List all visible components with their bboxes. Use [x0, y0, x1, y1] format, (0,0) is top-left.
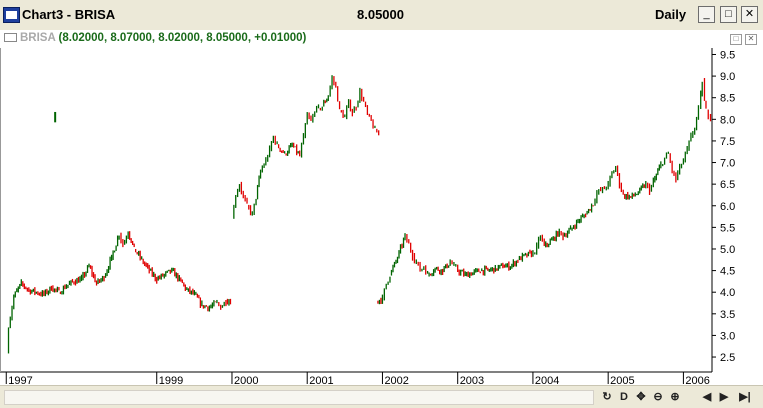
y-tick-label: 9.0 [720, 71, 735, 83]
window-title: Chart3 - BRISA [22, 7, 116, 22]
y-tick-label: 3.5 [720, 309, 735, 321]
window-titlebar: Chart3 - BRISA 8.05000 Daily _ □ ✕ [0, 0, 763, 31]
y-tick-label: 7.5 [720, 136, 735, 148]
scroll-end-icon[interactable]: ▶| [739, 391, 751, 403]
legend-series-name: BRISA [20, 32, 56, 44]
pane-restore-button[interactable]: □ [730, 34, 742, 45]
x-tick-label: 1997 [8, 375, 32, 385]
refresh-icon[interactable]: ↻ [602, 391, 612, 403]
scroll-left-icon[interactable]: ◀ [702, 391, 712, 403]
x-tick-label: 2004 [535, 375, 559, 385]
y-tick-label: 4.5 [720, 266, 735, 278]
close-button[interactable]: ✕ [741, 6, 758, 23]
x-tick-label: 2006 [685, 375, 709, 385]
last-price: 8.05000 [357, 7, 404, 22]
x-tick-label: 2002 [384, 375, 408, 385]
pane-close-button[interactable]: ✕ [745, 34, 757, 45]
y-tick-label: 8.5 [720, 93, 735, 105]
x-tick-label: 2001 [309, 375, 333, 385]
minimize-button[interactable]: _ [698, 6, 715, 23]
y-tick-label: 4.0 [720, 287, 735, 299]
period-label[interactable]: Daily [655, 7, 687, 22]
chart-toolbar: ↻ D ✥ ⊖ ⊕ ◀ ▶ ▶| [0, 385, 763, 408]
maximize-button[interactable]: □ [720, 6, 737, 23]
scroll-right-icon[interactable]: ▶ [719, 391, 729, 403]
x-tick-label: 1999 [159, 375, 183, 385]
zoom-in-icon[interactable]: ⊕ [670, 391, 680, 403]
y-tick-label: 9.5 [720, 49, 735, 61]
y-tick-label: 2.5 [720, 352, 735, 364]
zoom-out-icon[interactable]: ⊖ [653, 391, 663, 403]
pan-icon[interactable]: ✥ [636, 391, 646, 403]
x-tick-label: 2003 [460, 375, 484, 385]
y-tick-label: 7.0 [720, 158, 735, 170]
chart-pane[interactable]: 9.5 9.0 8.5 8.0 7.5 7.0 6.5 6.0 5.5 5.0 4.5 4.0 3.5 3… [0, 30, 763, 407]
y-tick-label: 5.0 [720, 244, 735, 256]
y-tick-label: 6.0 [720, 201, 735, 213]
x-tick-label: 2005 [610, 375, 634, 385]
d-icon[interactable]: D [620, 391, 628, 403]
horizontal-scrollbar[interactable] [4, 390, 594, 405]
y-tick-label: 8.0 [720, 114, 735, 126]
x-tick-label: 2000 [234, 375, 258, 385]
y-tick-label: 6.5 [720, 179, 735, 191]
price-chart[interactable]: 9.5 9.0 8.5 8.0 7.5 7.0 6.5 6.0 5.5 5.0 4.5 4.0 3.5 3… [0, 30, 763, 385]
y-tick-label: 3.0 [720, 330, 735, 342]
series-legend: BRISA (8.02000, 8.07000, 8.02000, 8.0500… [4, 32, 306, 44]
chart-window-icon[interactable] [3, 7, 20, 23]
y-tick-label: 5.5 [720, 222, 735, 234]
legend-swatch-icon [4, 33, 17, 43]
legend-values: (8.02000, 8.07000, 8.02000, 8.05000, +0.… [55, 32, 307, 44]
